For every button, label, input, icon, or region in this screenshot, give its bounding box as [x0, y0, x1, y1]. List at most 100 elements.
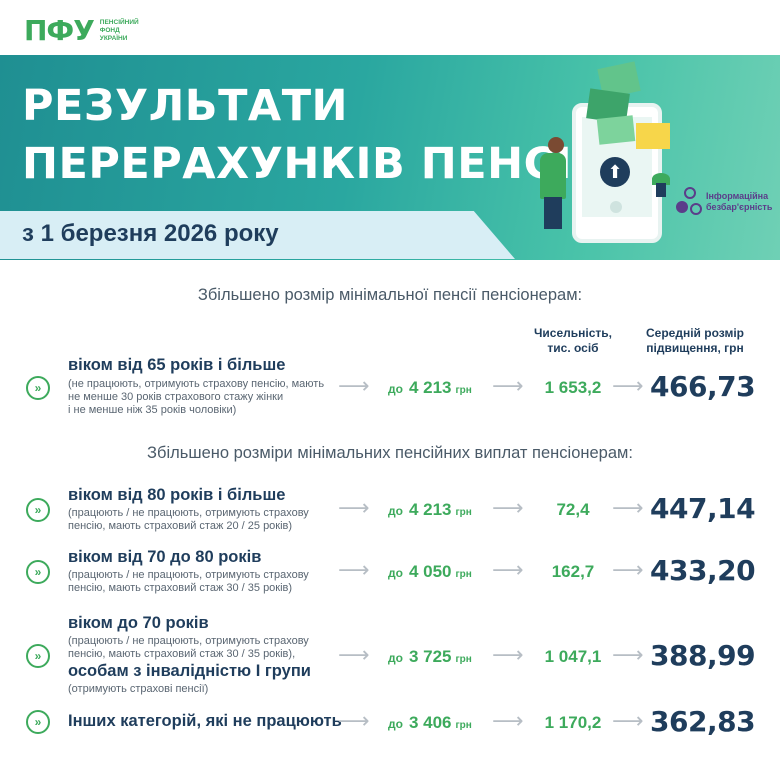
row-category: віком від 70 до 80 років — [68, 548, 262, 566]
accessibility-dots-icon — [676, 187, 702, 217]
arrow-right-icon: ⟶ — [492, 557, 524, 582]
row-note: (працюють / не працюють, отримують страх… — [68, 569, 338, 595]
amount-prefix: до — [388, 382, 403, 396]
pfu-logo: ПФУ ПЕНСІЙНИЙ ФОНД УКРАЇНИ — [24, 14, 139, 47]
row-category: віком від 65 років і більше — [68, 356, 286, 374]
row-amount: до 4 213 грн — [388, 378, 472, 398]
row-increase: 362,83 — [650, 705, 756, 738]
row-amount: до 3 406 грн — [388, 713, 472, 733]
row-increase: 447,14 — [650, 492, 756, 525]
row-count: 1 047,1 — [544, 647, 602, 666]
amount-currency: грн — [455, 507, 472, 518]
row-note-line: і не менше ніж 35 років чоловіки) — [68, 404, 237, 416]
logo-text-line2: ФОНД — [99, 26, 120, 34]
row-note: (не працюють, отримують страхову пенсію,… — [68, 378, 338, 417]
amount-value: 3 725 — [408, 647, 452, 666]
arrow-right-icon: ⟶ — [612, 495, 644, 520]
row-note: (працюють / не працюють, отримують страх… — [68, 507, 338, 533]
row-amount: до 4 050 грн — [388, 562, 472, 582]
arrow-right-icon: ⟶ — [492, 495, 524, 520]
plant-pot-icon — [656, 183, 666, 197]
arrow-right-icon: ⟶ — [612, 373, 644, 398]
accessibility-text-line1: Інформаційна — [706, 191, 769, 201]
column-increase-header-line2: підвищення, грн — [646, 341, 744, 355]
logo-text-line1: ПЕНСІЙНИЙ — [99, 18, 139, 26]
column-increase-header: Середній розмір підвищення, грн — [630, 326, 760, 356]
chevron-double-right-icon: » — [26, 710, 50, 734]
arrow-right-icon: ⟶ — [492, 373, 524, 398]
column-count-header: Чисельність, тис. осіб — [518, 326, 628, 356]
logo-text: ПЕНСІЙНИЙ ФОНД УКРАЇНИ — [100, 19, 139, 43]
amount-value: 4 050 — [408, 562, 452, 581]
amount-currency: грн — [455, 720, 472, 731]
arrow-right-icon: ⟶ — [612, 708, 644, 733]
header-banner: РЕЗУЛЬТАТИ ПЕРЕРАХУНКІВ ПЕНСІЙ з 1 берез… — [0, 55, 780, 260]
arrow-right-icon: ⟶ — [338, 557, 370, 582]
arrow-right-icon: ⟶ — [338, 495, 370, 520]
row-note-line: пенсію, мають страховий стаж 20 / 25 рок… — [68, 520, 293, 532]
row-note-line: пенсію, мають страховий стаж 30 / 35 рок… — [68, 582, 293, 594]
page-title-line1: РЕЗУЛЬТАТИ — [22, 81, 349, 131]
row-note-line: (не працюють, отримують страхову пенсію,… — [68, 378, 325, 390]
amount-value: 3 406 — [408, 713, 452, 732]
column-increase-header-line1: Середній розмір — [646, 326, 744, 340]
amount-value: 4 213 — [408, 378, 452, 397]
chevron-double-right-icon: » — [26, 498, 50, 522]
row-increase: 466,73 — [650, 370, 756, 403]
row-note-secondary: (отримують страхові пенсії) — [68, 683, 209, 695]
row-note: (працюють / не працюють, отримують страх… — [68, 635, 338, 661]
row-note-line: (працюють / не працюють, отримують страх… — [68, 507, 309, 519]
amount-value: 4 213 — [408, 500, 452, 519]
arrow-right-icon: ⟶ — [612, 642, 644, 667]
card-icon — [636, 123, 670, 149]
section2-title: Збільшено розміри мінімальних пенсійних … — [147, 444, 633, 462]
plant-icon — [652, 173, 670, 185]
arrow-right-icon: ⟶ — [338, 708, 370, 733]
arrow-right-icon: ⟶ — [338, 373, 370, 398]
row-category: віком до 70 років — [68, 614, 209, 632]
row-count: 162,7 — [551, 562, 595, 581]
row-amount: до 3 725 грн — [388, 647, 472, 667]
accessibility-text: Інформаційна безбар'єрність — [706, 191, 772, 213]
chevron-double-right-icon: » — [26, 644, 50, 668]
row-increase: 433,20 — [650, 554, 756, 587]
person-body-icon — [540, 153, 566, 199]
row-category: Інших категорій, які не працюють — [68, 712, 342, 730]
row-category: віком від 80 років і більше — [68, 486, 286, 504]
person-head-icon — [548, 137, 564, 153]
chevron-double-right-icon: » — [26, 560, 50, 584]
phone-button-icon — [610, 201, 622, 213]
arrow-right-icon: ⟶ — [492, 642, 524, 667]
row-note-line: (працюють / не працюють, отримують страх… — [68, 635, 309, 647]
logo-mark: ПФУ — [24, 14, 95, 47]
date-label: з 1 березня 2026 року — [22, 220, 279, 247]
column-count-header-line2: тис. осіб — [547, 341, 599, 355]
row-count: 72,4 — [556, 500, 590, 519]
accessibility-badge: Інформаційна безбар'єрність — [676, 187, 772, 217]
row-note-line: пенсію, мають страховий стаж 30 / 35 рок… — [68, 648, 296, 660]
page-title: РЕЗУЛЬТАТИ ПЕРЕРАХУНКІВ ПЕНСІЙ — [22, 77, 609, 193]
amount-currency: грн — [455, 654, 472, 665]
arrow-right-icon: ⟶ — [338, 642, 370, 667]
chevron-double-right-icon: » — [26, 376, 50, 400]
date-bar — [0, 211, 515, 259]
banknote-icon — [596, 115, 636, 145]
row-note-line: (працюють / не працюють, отримують страх… — [68, 569, 309, 581]
row-count: 1 170,2 — [544, 713, 602, 732]
arrow-up-icon: ⬆ — [600, 157, 630, 187]
page-title-line2: ПЕРЕРАХУНКІВ ПЕНСІЙ — [22, 139, 609, 189]
accessibility-text-line2: безбар'єрність — [706, 202, 773, 212]
column-count-header-line1: Чисельність, — [534, 326, 612, 340]
amount-prefix: до — [388, 651, 403, 665]
arrow-right-icon: ⟶ — [492, 708, 524, 733]
amount-currency: грн — [455, 569, 472, 580]
amount-currency: грн — [455, 385, 472, 396]
row-count: 1 653,2 — [544, 378, 602, 397]
arrow-right-icon: ⟶ — [612, 557, 644, 582]
amount-prefix: до — [388, 566, 403, 580]
row-category-secondary: особам з інвалідністю I групи — [68, 662, 311, 680]
amount-prefix: до — [388, 717, 403, 731]
row-increase: 388,99 — [650, 639, 756, 672]
person-legs-icon — [544, 197, 562, 229]
row-note-line: не менше 30 років страхового стажу жінки — [68, 391, 284, 403]
